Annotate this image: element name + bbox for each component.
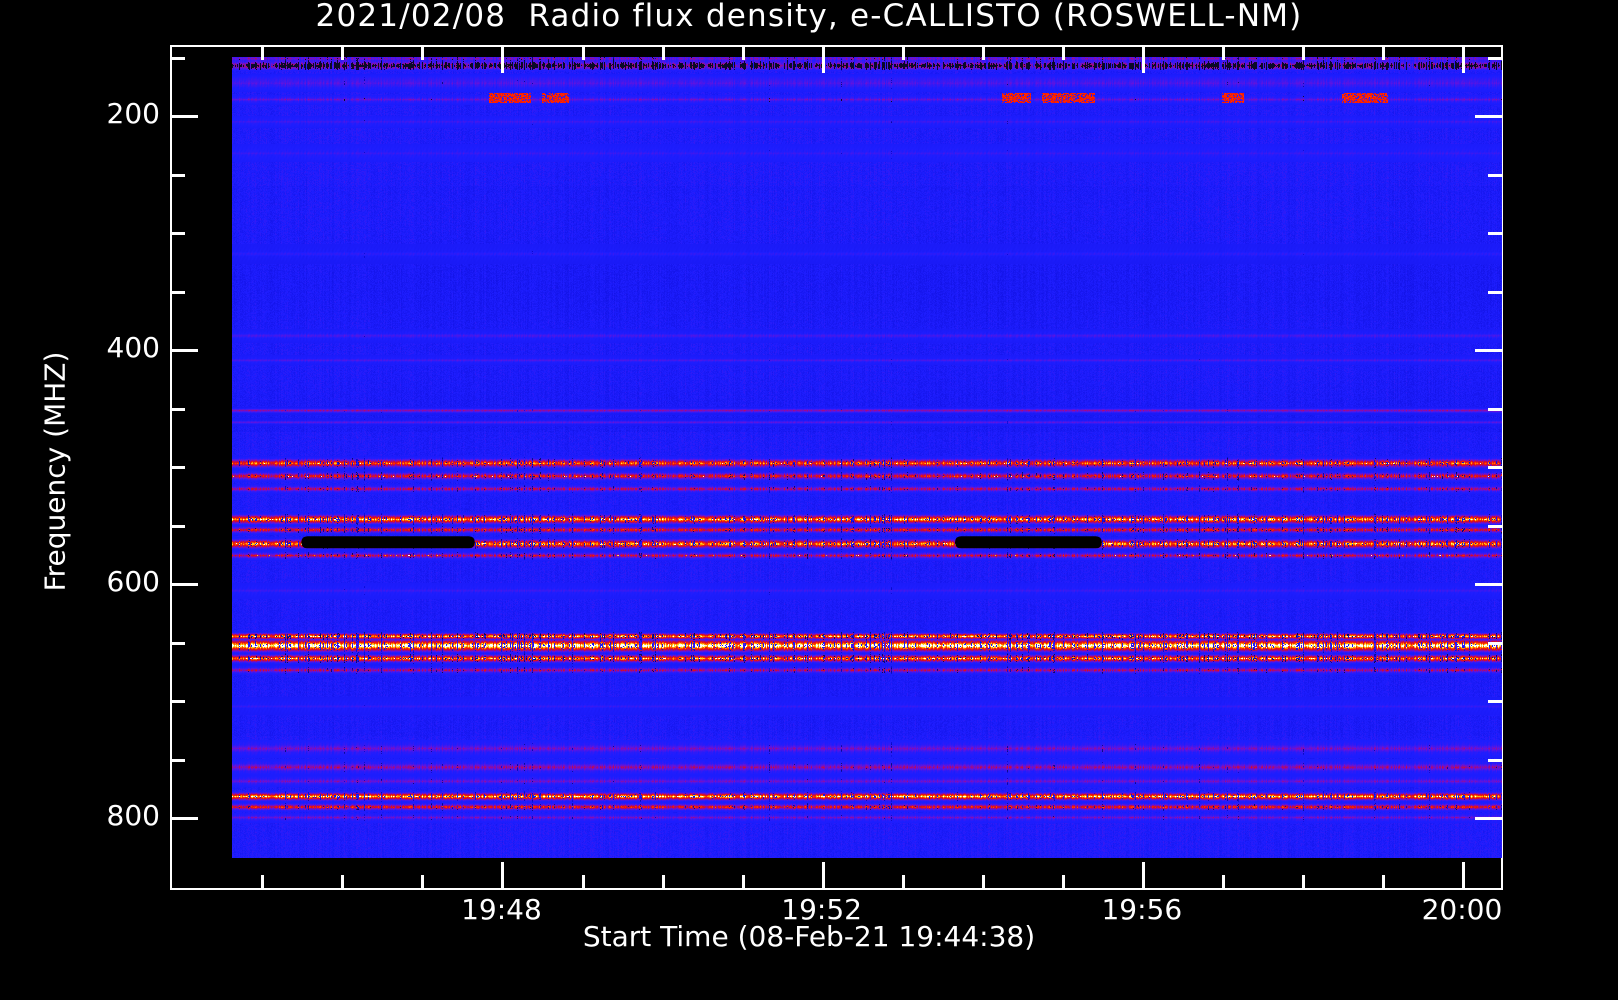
y-tick-right-550 — [1488, 525, 1503, 528]
x-tick-50 — [662, 875, 665, 890]
x-tick-top-55 — [1062, 45, 1065, 60]
x-tick-top-58 — [1302, 45, 1305, 60]
spectrogram-plot-area — [232, 57, 1502, 858]
y-tick-300 — [170, 232, 185, 235]
x-tick-label-2000: 20:00 — [1421, 893, 1503, 926]
x-tick-top-48 — [501, 45, 504, 73]
y-tick-150 — [170, 57, 185, 60]
x-tick-top-57 — [1222, 45, 1225, 60]
y-tick-500 — [170, 466, 185, 469]
y-tick-label-400: 400 — [106, 331, 160, 365]
x-tick-51 — [742, 875, 745, 890]
x-tick-top-53 — [902, 45, 905, 60]
x-tick-top-49 — [582, 45, 585, 60]
x-tick-top-45 — [261, 45, 264, 60]
x-tick-54 — [982, 875, 985, 890]
x-tick-52 — [822, 862, 825, 890]
x-axis-title: Start Time (08-Feb-21 19:44:38) — [582, 920, 1036, 953]
y-tick-right-600 — [1475, 583, 1503, 586]
y-tick-right-150 — [1488, 57, 1503, 60]
y-tick-600 — [170, 583, 198, 586]
x-tick-48 — [501, 862, 504, 890]
x-tick-top-59 — [1382, 45, 1385, 60]
y-tick-right-700 — [1488, 700, 1503, 703]
x-tick-46 — [341, 875, 344, 890]
y-tick-right-750 — [1488, 759, 1503, 762]
x-tick-label-1956: 19:56 — [1101, 893, 1183, 926]
spectrogram-canvas — [232, 57, 1502, 858]
x-tick-56 — [1142, 862, 1145, 890]
x-tick-58 — [1302, 875, 1305, 890]
y-tick-250 — [170, 174, 185, 177]
x-tick-45 — [261, 875, 264, 890]
x-tick-55 — [1062, 875, 1065, 890]
x-tick-top-47 — [421, 45, 424, 60]
y-tick-750 — [170, 759, 185, 762]
y-tick-label-600: 600 — [106, 565, 160, 599]
y-tick-400 — [170, 349, 198, 352]
x-tick-top-50 — [662, 45, 665, 60]
y-tick-800 — [170, 817, 198, 820]
x-tick-top-52 — [822, 45, 825, 73]
y-tick-right-500 — [1488, 466, 1503, 469]
y-tick-350 — [170, 291, 185, 294]
figure-title: 2021/02/08 Radio flux density, e-CALLIST… — [315, 0, 1303, 34]
x-tick-60 — [1462, 862, 1465, 890]
x-tick-label-1948: 19:48 — [461, 893, 542, 926]
x-tick-top-51 — [742, 45, 745, 60]
y-axis-title: Frequency (MHZ) — [38, 351, 72, 592]
x-tick-53 — [902, 875, 905, 890]
y-tick-200 — [170, 115, 198, 118]
x-tick-59 — [1382, 875, 1385, 890]
x-tick-57 — [1222, 875, 1225, 890]
x-tick-top-46 — [341, 45, 344, 60]
x-tick-top-54 — [982, 45, 985, 60]
y-tick-650 — [170, 642, 185, 645]
y-tick-right-450 — [1488, 408, 1503, 411]
y-tick-right-300 — [1488, 232, 1503, 235]
y-tick-right-200 — [1475, 115, 1503, 118]
y-tick-right-650 — [1488, 642, 1503, 645]
y-tick-550 — [170, 525, 185, 528]
y-tick-right-350 — [1488, 291, 1503, 294]
y-tick-700 — [170, 700, 185, 703]
y-tick-label-800: 800 — [106, 799, 160, 833]
x-tick-label-1952: 19:52 — [781, 893, 862, 926]
y-tick-450 — [170, 408, 185, 411]
y-tick-right-400 — [1475, 349, 1503, 352]
x-tick-49 — [582, 875, 585, 890]
y-tick-right-800 — [1475, 817, 1503, 820]
y-tick-label-200: 200 — [106, 97, 160, 131]
y-tick-right-250 — [1488, 174, 1503, 177]
x-tick-47 — [421, 875, 424, 890]
x-tick-top-56 — [1142, 45, 1145, 73]
x-tick-top-60 — [1462, 45, 1465, 73]
